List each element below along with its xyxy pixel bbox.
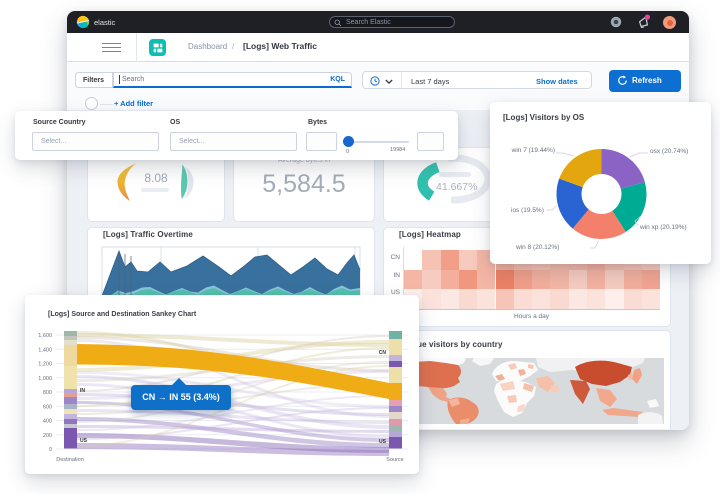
svg-text:Source: Source	[386, 457, 403, 463]
svg-text:IN: IN	[80, 388, 85, 394]
svg-text:CN: CN	[379, 350, 387, 356]
svg-text:US: US	[379, 439, 387, 445]
svg-text:Destination: Destination	[56, 457, 84, 463]
svg-text:400: 400	[43, 419, 52, 425]
svg-text:1,400: 1,400	[38, 347, 52, 353]
svg-text:200: 200	[43, 433, 52, 439]
svg-text:US: US	[80, 438, 88, 444]
svg-text:0: 0	[49, 447, 52, 453]
svg-text:600: 600	[43, 404, 52, 410]
svg-text:1,600: 1,600	[38, 333, 52, 339]
svg-text:1,200: 1,200	[38, 362, 52, 368]
svg-text:800: 800	[43, 390, 52, 396]
svg-text:1,000: 1,000	[38, 376, 52, 382]
